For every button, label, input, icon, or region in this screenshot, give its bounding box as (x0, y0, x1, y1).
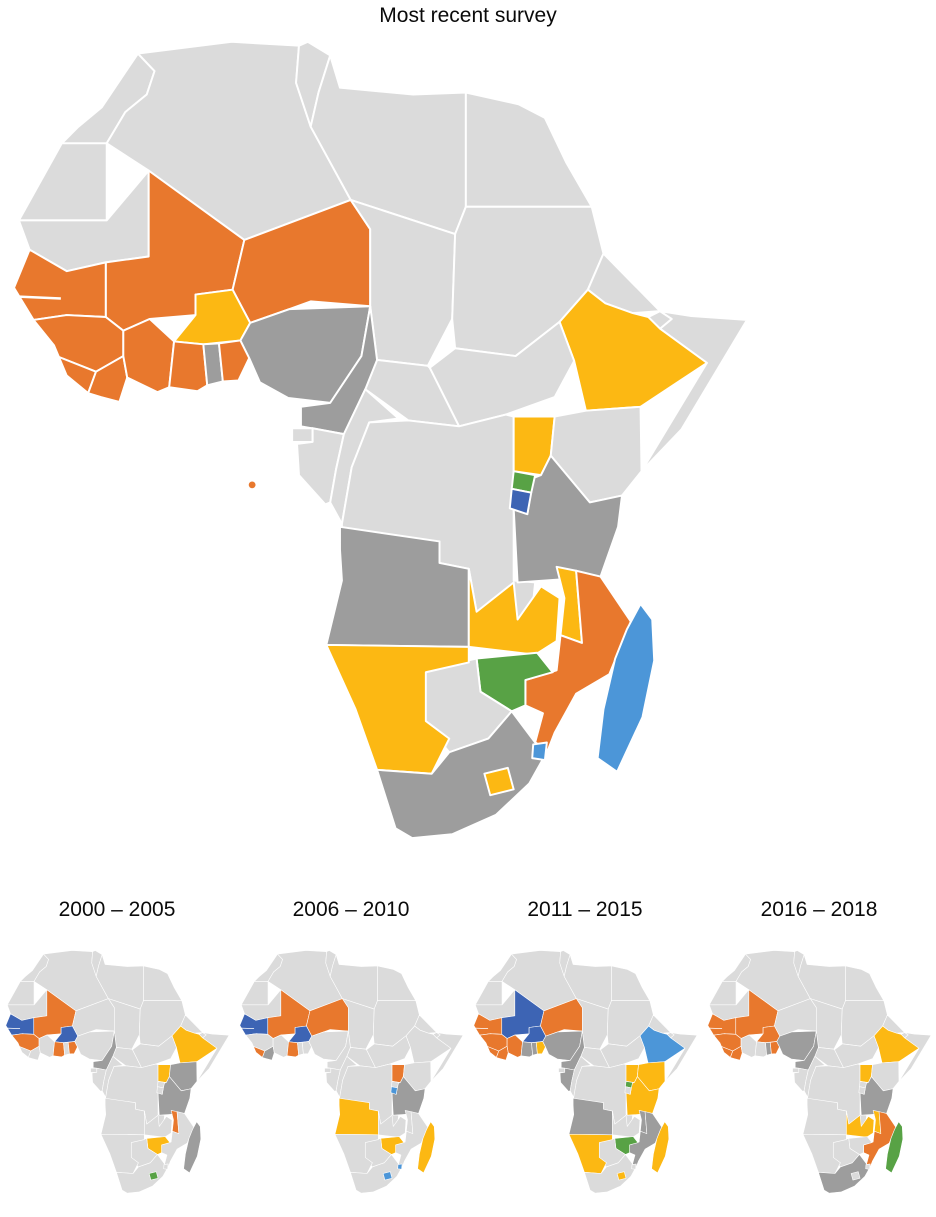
map-panel-2000-2005 (0, 948, 234, 1217)
map-svg-2016-2018 (707, 950, 932, 1194)
period-label-2000-2005: 2000 – 2005 (58, 898, 176, 921)
map-panel-2011-2015 (468, 948, 702, 1217)
period-label-2016-2018: 2016 – 2018 (760, 898, 878, 921)
map-svg-2006-2010 (239, 950, 464, 1194)
period-panels-row (0, 948, 936, 1217)
africa-map-instance-p4 (707, 950, 932, 1194)
figure-title: Most recent survey (379, 4, 557, 27)
map-panel-2016-2018 (702, 948, 936, 1217)
map-svg-2000-2005 (5, 950, 230, 1194)
main-map-svg (12, 40, 749, 840)
period-label-2006-2010: 2006 – 2010 (292, 898, 410, 921)
period-labels-row: 2000 – 2005 2006 – 2010 2011 – 2015 2016… (0, 898, 936, 922)
africa-map-instance-main (12, 40, 749, 840)
period-label-2011-2015: 2011 – 2015 (527, 898, 643, 921)
map-svg-2011-2015 (473, 950, 698, 1194)
map-panel-2006-2010 (234, 948, 468, 1217)
africa-map-instance-p3 (473, 950, 698, 1194)
africa-map-instance-p2 (239, 950, 464, 1194)
africa-map-instance-p1 (5, 950, 230, 1194)
main-map-panel (8, 34, 750, 844)
